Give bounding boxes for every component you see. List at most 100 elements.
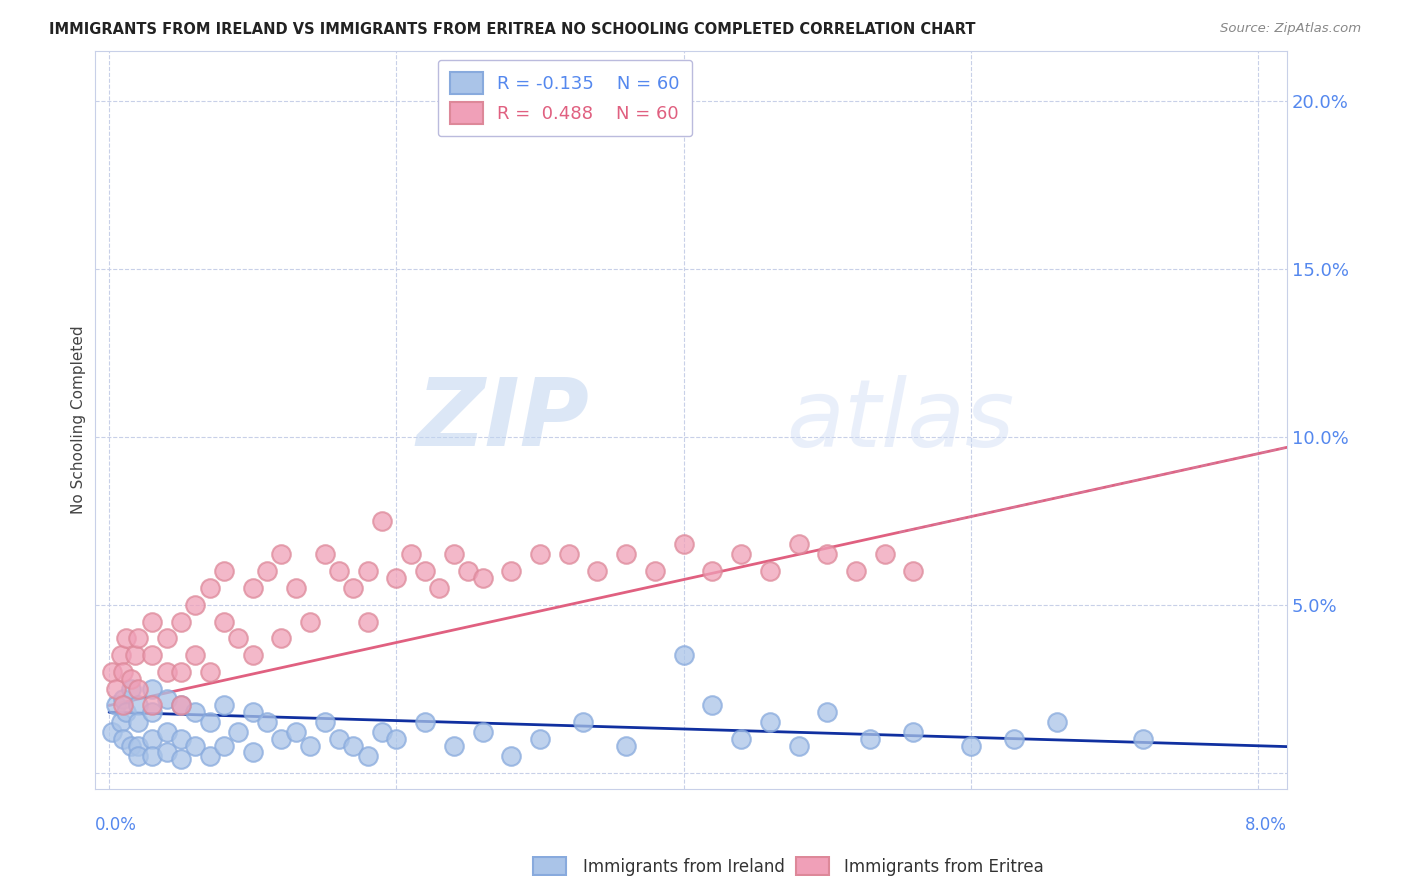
Point bbox=[859, 732, 882, 747]
Point bbox=[314, 715, 336, 730]
Point bbox=[371, 725, 394, 739]
Point bbox=[170, 665, 193, 679]
Point bbox=[672, 537, 695, 551]
Point bbox=[228, 725, 250, 739]
Point bbox=[356, 748, 378, 763]
Point bbox=[314, 547, 336, 561]
Point bbox=[413, 715, 436, 730]
Point bbox=[1132, 732, 1154, 747]
Point bbox=[270, 547, 292, 561]
Point bbox=[112, 698, 135, 713]
Point bbox=[242, 705, 264, 719]
Point bbox=[614, 739, 637, 753]
Point bbox=[212, 739, 235, 753]
Point bbox=[342, 739, 364, 753]
Point bbox=[212, 564, 235, 578]
Point bbox=[845, 564, 868, 578]
Text: 0.0%: 0.0% bbox=[94, 816, 136, 834]
Point bbox=[141, 698, 163, 713]
Point bbox=[702, 698, 724, 713]
Point bbox=[270, 732, 292, 747]
Point bbox=[342, 581, 364, 595]
Point bbox=[127, 748, 149, 763]
Legend: R = -0.135    N = 60, R =  0.488    N = 60: R = -0.135 N = 60, R = 0.488 N = 60 bbox=[437, 60, 692, 136]
Text: ZIP: ZIP bbox=[416, 374, 589, 466]
Point bbox=[960, 739, 983, 753]
Point bbox=[529, 732, 551, 747]
Point bbox=[141, 705, 163, 719]
Point bbox=[328, 732, 350, 747]
Point bbox=[558, 547, 581, 561]
Point bbox=[127, 715, 149, 730]
Point bbox=[501, 748, 523, 763]
Point bbox=[198, 748, 221, 763]
Point bbox=[759, 564, 782, 578]
Point bbox=[787, 739, 810, 753]
Point bbox=[112, 665, 135, 679]
Point bbox=[730, 732, 752, 747]
Point bbox=[371, 514, 394, 528]
Y-axis label: No Schooling Completed: No Schooling Completed bbox=[72, 326, 86, 515]
Point bbox=[529, 547, 551, 561]
Point bbox=[787, 537, 810, 551]
Point bbox=[112, 691, 135, 706]
Point bbox=[399, 547, 422, 561]
Text: Immigrants from Ireland: Immigrants from Ireland bbox=[583, 858, 786, 876]
Point bbox=[614, 547, 637, 561]
Point bbox=[101, 725, 124, 739]
Point bbox=[120, 681, 142, 696]
Point bbox=[110, 648, 132, 662]
Point bbox=[141, 732, 163, 747]
Point bbox=[198, 665, 221, 679]
Point bbox=[299, 615, 322, 629]
Point bbox=[429, 581, 451, 595]
Point bbox=[141, 681, 163, 696]
Point bbox=[1002, 732, 1025, 747]
Point bbox=[903, 725, 925, 739]
Point bbox=[299, 739, 322, 753]
Point bbox=[170, 615, 193, 629]
Point bbox=[256, 715, 278, 730]
Point bbox=[471, 725, 494, 739]
Point bbox=[903, 564, 925, 578]
Point bbox=[198, 715, 221, 730]
Point bbox=[127, 698, 149, 713]
Point bbox=[873, 547, 896, 561]
Point bbox=[443, 547, 465, 561]
Point bbox=[457, 564, 479, 578]
Point bbox=[170, 698, 193, 713]
Point bbox=[115, 632, 138, 646]
Point bbox=[572, 715, 595, 730]
Text: 8.0%: 8.0% bbox=[1246, 816, 1286, 834]
Point bbox=[815, 705, 838, 719]
Point bbox=[284, 725, 307, 739]
Point bbox=[120, 672, 142, 686]
Text: IMMIGRANTS FROM IRELAND VS IMMIGRANTS FROM ERITREA NO SCHOOLING COMPLETED CORREL: IMMIGRANTS FROM IRELAND VS IMMIGRANTS FR… bbox=[49, 22, 976, 37]
Point bbox=[284, 581, 307, 595]
Point bbox=[141, 648, 163, 662]
Point bbox=[212, 698, 235, 713]
Point bbox=[184, 598, 207, 612]
Point bbox=[112, 732, 135, 747]
Point bbox=[141, 748, 163, 763]
Point bbox=[242, 581, 264, 595]
Point bbox=[155, 632, 177, 646]
Point bbox=[356, 564, 378, 578]
Point bbox=[155, 691, 177, 706]
Point bbox=[127, 681, 149, 696]
Point bbox=[184, 739, 207, 753]
Point bbox=[155, 665, 177, 679]
Point bbox=[105, 681, 128, 696]
Point bbox=[256, 564, 278, 578]
Point bbox=[242, 648, 264, 662]
Point bbox=[110, 715, 132, 730]
Text: atlas: atlas bbox=[786, 375, 1015, 466]
Point bbox=[127, 739, 149, 753]
Point bbox=[184, 648, 207, 662]
Point bbox=[443, 739, 465, 753]
Point bbox=[385, 732, 408, 747]
Point bbox=[141, 615, 163, 629]
Point bbox=[759, 715, 782, 730]
Point bbox=[170, 752, 193, 766]
Point bbox=[385, 571, 408, 585]
